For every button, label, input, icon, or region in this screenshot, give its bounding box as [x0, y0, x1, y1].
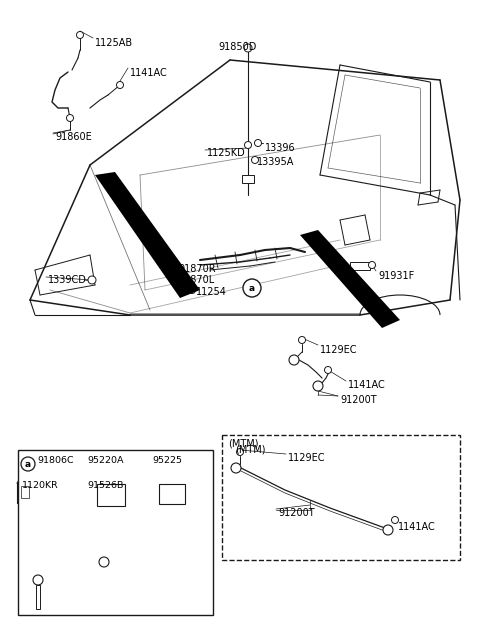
Circle shape	[369, 261, 375, 268]
Circle shape	[88, 276, 96, 284]
Circle shape	[299, 337, 305, 344]
Bar	[18, 450, 213, 615]
Circle shape	[67, 114, 73, 121]
Text: 95225: 95225	[152, 456, 182, 465]
Bar	[97, 484, 125, 506]
Text: a: a	[25, 459, 31, 468]
Circle shape	[383, 525, 393, 535]
Text: 1125AB: 1125AB	[95, 38, 133, 48]
Circle shape	[243, 279, 261, 297]
Circle shape	[289, 355, 299, 365]
Polygon shape	[300, 230, 400, 328]
Text: 1120KR: 1120KR	[22, 481, 59, 490]
Circle shape	[244, 141, 252, 148]
Text: 13395A: 13395A	[257, 157, 294, 167]
Text: 91806C: 91806C	[37, 456, 73, 465]
Text: 1129EC: 1129EC	[320, 345, 358, 355]
Text: 91870R: 91870R	[178, 264, 216, 274]
Text: (MTM): (MTM)	[235, 444, 265, 454]
Text: 91850D: 91850D	[218, 42, 256, 52]
Text: 11254: 11254	[196, 287, 227, 297]
Circle shape	[21, 457, 35, 471]
Circle shape	[244, 44, 252, 52]
Circle shape	[231, 463, 241, 473]
Text: 91860E: 91860E	[55, 132, 92, 142]
Text: 1125KD: 1125KD	[207, 148, 246, 158]
Bar	[159, 484, 185, 504]
Bar	[222, 435, 460, 560]
Circle shape	[76, 31, 84, 38]
Circle shape	[168, 275, 176, 282]
Text: 91526B: 91526B	[87, 481, 123, 490]
Circle shape	[168, 265, 176, 272]
Bar	[242, 175, 254, 183]
Text: (MTM): (MTM)	[228, 438, 259, 448]
Text: 1129EC: 1129EC	[288, 453, 325, 463]
Circle shape	[33, 575, 43, 585]
Text: 91200T: 91200T	[340, 395, 377, 405]
Circle shape	[254, 139, 262, 146]
Text: a: a	[249, 284, 255, 293]
Circle shape	[252, 157, 259, 164]
Circle shape	[99, 557, 109, 567]
Polygon shape	[95, 172, 200, 298]
Text: 95220A: 95220A	[87, 456, 123, 465]
Bar	[36, 585, 40, 609]
Text: 1141AC: 1141AC	[130, 68, 168, 78]
Text: 13396: 13396	[265, 143, 296, 153]
Circle shape	[313, 381, 323, 391]
Bar	[21, 486, 29, 498]
Circle shape	[392, 516, 398, 523]
Circle shape	[237, 449, 243, 456]
Text: 1141AC: 1141AC	[348, 380, 386, 390]
Text: 1339CD: 1339CD	[48, 275, 87, 285]
Circle shape	[324, 367, 332, 374]
Text: 91931F: 91931F	[378, 271, 414, 281]
Text: 91870L: 91870L	[178, 275, 214, 285]
Bar	[350, 262, 370, 270]
Text: 91200T: 91200T	[278, 508, 314, 518]
Circle shape	[189, 286, 195, 293]
Text: 1141AC: 1141AC	[398, 522, 436, 532]
Circle shape	[117, 82, 123, 88]
